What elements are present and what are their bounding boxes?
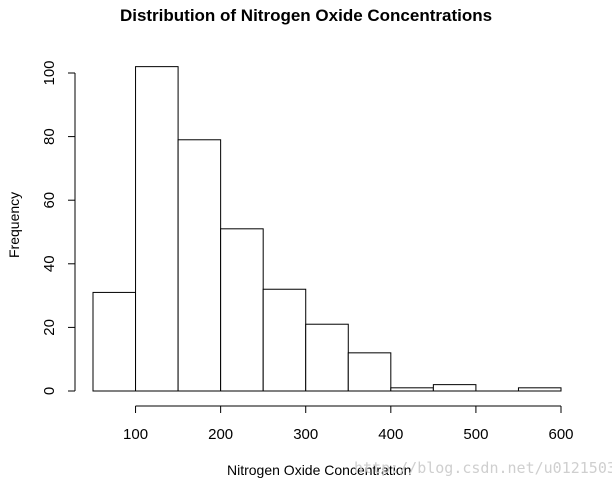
y-tick-label: 100 — [41, 60, 58, 85]
histogram-bar — [347, 352, 392, 392]
histogram-bar — [262, 288, 307, 392]
y-axis: 0 20 40 60 80 100 — [41, 60, 76, 395]
histogram-bar — [177, 139, 222, 392]
y-axis-label: Frequency — [6, 191, 22, 258]
histogram-bar — [92, 291, 137, 392]
watermark: http://blog.csdn.net/u012150360 — [354, 459, 612, 477]
x-tick-label: 200 — [208, 426, 233, 443]
histogram-bar — [517, 387, 562, 392]
y-tick-label: 40 — [41, 255, 58, 272]
y-tick-label: 0 — [41, 387, 58, 395]
chart-title: Distribution of Nitrogen Oxide Concentra… — [119, 6, 493, 25]
y-tick-label: 80 — [41, 128, 58, 145]
x-axis: 100 200 300 400 500 600 — [123, 405, 574, 443]
histogram-bar — [432, 384, 477, 392]
y-tick-label: 20 — [41, 319, 58, 336]
y-tick-label: 60 — [41, 192, 58, 209]
x-tick-label: 400 — [378, 426, 403, 443]
histogram-bar — [135, 66, 179, 392]
histogram-bar — [220, 228, 264, 392]
x-tick-label: 100 — [123, 426, 148, 443]
x-tick-label: 300 — [293, 426, 318, 443]
x-tick-label: 500 — [463, 426, 488, 443]
x-axis-label: Nitrogen Oxide Concentration — [227, 462, 412, 478]
histogram-bars — [92, 66, 562, 392]
histogram-bar — [305, 323, 349, 392]
histogram-bar — [390, 387, 434, 392]
x-tick-label: 600 — [548, 426, 573, 443]
